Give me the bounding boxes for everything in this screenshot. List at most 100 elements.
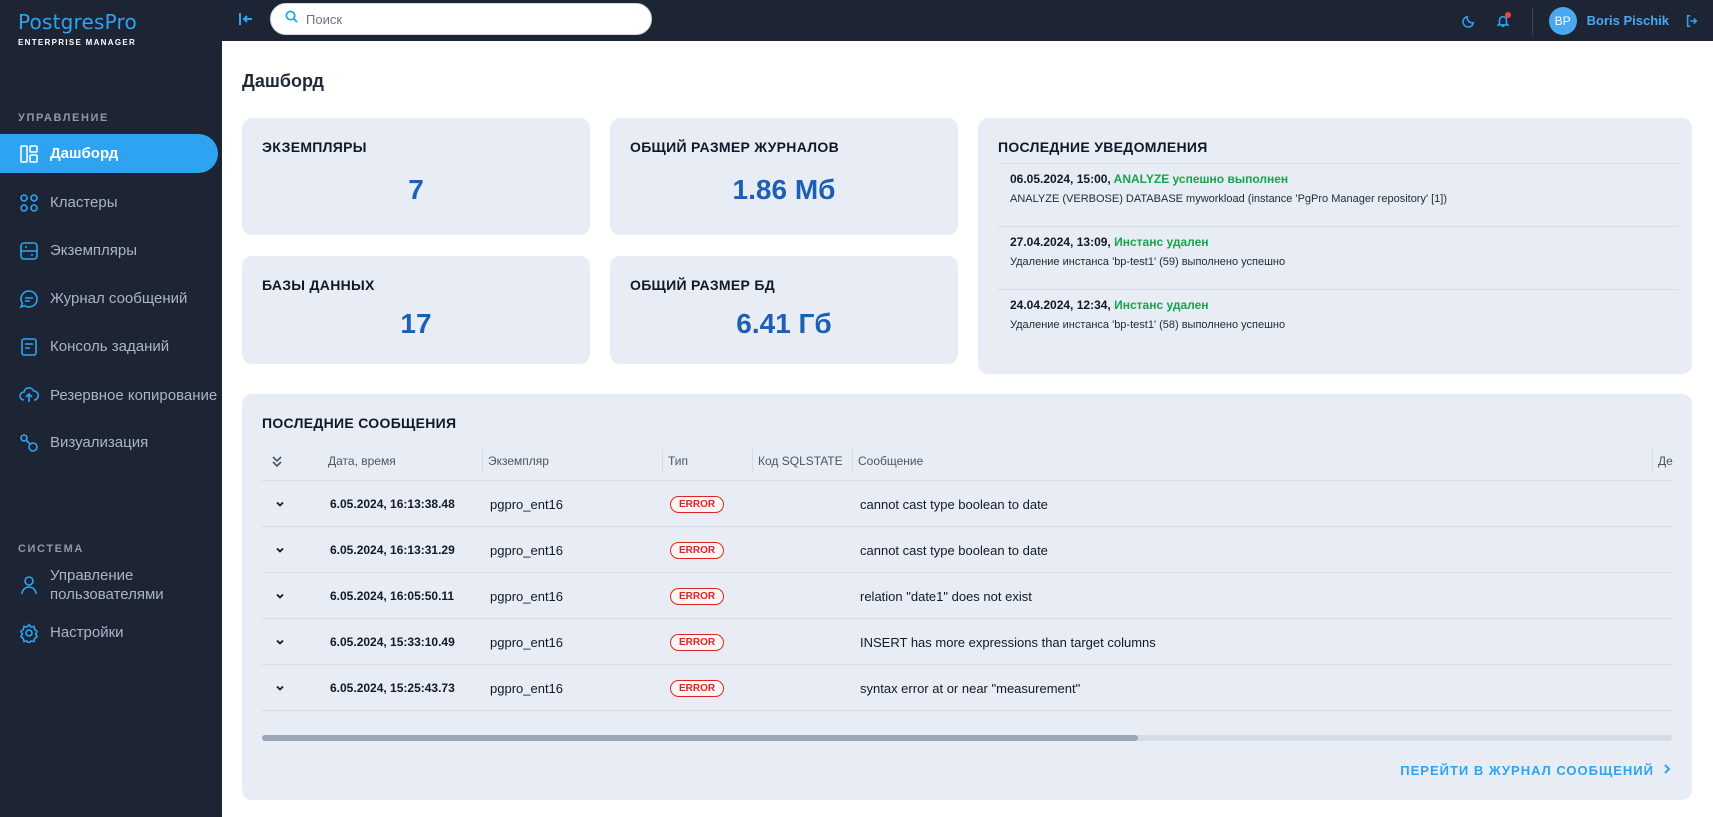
divider (1531, 6, 1533, 35)
username[interactable]: Boris Pischik (1586, 13, 1669, 28)
topbar: BP Boris Pischik (222, 0, 1713, 41)
column-divider[interactable] (752, 449, 753, 473)
column-header-sqlstate[interactable]: Код SQLSTATE (758, 454, 843, 468)
notification-item[interactable]: 06.05.2024, 15:00, ANALYZE успешно выпол… (998, 163, 1678, 226)
row-datetime: 6.05.2024, 16:13:31.29 (330, 543, 455, 557)
clusters-icon (18, 192, 40, 214)
row-datetime: 6.05.2024, 16:13:38.48 (330, 497, 455, 511)
status-badge: ERROR (670, 495, 725, 513)
logo[interactable]: PostgresPro ENTERPRISE MANAGER (18, 10, 137, 47)
expand-all-icon[interactable] (270, 441, 284, 481)
sidebar-item-label: Дашборд (50, 145, 119, 162)
horizontal-scrollbar[interactable] (262, 735, 1672, 741)
goto-message-log-link[interactable]: ПЕРЕЙТИ В ЖУРНАЛ СООБЩЕНИЙ (1400, 763, 1672, 778)
instances-icon (18, 240, 40, 262)
column-header-type[interactable]: Тип (668, 454, 689, 468)
stat-value: 17 (400, 308, 432, 339)
table-row[interactable]: 6.05.2024, 16:13:38.48 pgpro_ent16 ERROR… (262, 481, 1672, 527)
row-instance: pgpro_ent16 (490, 542, 564, 558)
notification-datetime: 06.05.2024, 15:00, (1010, 172, 1111, 186)
stat-card-db-size: ОБЩИЙ РАЗМЕР БД 6.41 Гб (610, 256, 958, 364)
sidebar-item-label: Управление пользователями (50, 567, 164, 603)
backup-icon (18, 384, 40, 406)
notifications-card: ПОСЛЕДНИЕ УВЕДОМЛЕНИЯ 06.05.2024, 15:00,… (978, 118, 1692, 374)
sidebar-item-dashboard[interactable]: Дашборд (0, 134, 218, 173)
row-datetime: 6.05.2024, 15:25:43.73 (330, 681, 455, 695)
dashboard-icon (18, 143, 40, 165)
row-instance: pgpro_ent16 (490, 496, 564, 512)
column-divider[interactable] (1652, 449, 1653, 473)
chevron-down-icon[interactable] (274, 665, 286, 711)
notification-dot (1504, 11, 1511, 18)
table-header: Дата, время Экземпляр Тип Код SQLSTATE С… (262, 441, 1673, 481)
stat-card-instances: ЭКЗЕМПЛЯРЫ 7 (242, 118, 590, 235)
notification-status: Инстанс удален (1114, 235, 1209, 249)
row-datetime: 6.05.2024, 16:05:50.11 (330, 589, 455, 603)
status-badge: ERROR (670, 633, 725, 651)
chevron-down-icon[interactable] (274, 573, 286, 619)
collapse-sidebar-icon[interactable] (238, 11, 258, 31)
sidebar-item-message-log[interactable]: Журнал сообщений (0, 279, 218, 318)
notification-text: ANALYZE (VERBOSE) DATABASE myworkload (i… (1010, 193, 1448, 205)
sidebar-item-instances[interactable]: Экземпляры (0, 231, 218, 270)
table-row[interactable]: 6.05.2024, 16:13:31.29 pgpro_ent16 ERROR… (262, 527, 1672, 573)
chevron-right-icon (1662, 763, 1672, 778)
stat-title: ЭКЗЕМПЛЯРЫ (262, 139, 367, 155)
notification-item[interactable]: 24.04.2024, 12:34, Инстанс удален Удален… (998, 289, 1678, 352)
sidebar-item-user-management[interactable]: Управление пользователями (0, 564, 218, 606)
sidebar-item-label: Визуализация (50, 434, 149, 451)
sidebar-item-task-console[interactable]: Консоль заданий (0, 327, 218, 366)
message-log-icon (18, 288, 40, 310)
sidebar: PostgresPro ENTERPRISE MANAGER УПРАВЛЕНИ… (0, 0, 222, 817)
notifications-list: 06.05.2024, 15:00, ANALYZE успешно выпол… (998, 163, 1678, 352)
row-message: cannot cast type boolean to date (860, 496, 1048, 512)
column-divider[interactable] (852, 449, 853, 473)
stat-value: 6.41 Гб (736, 308, 832, 339)
stat-value: 1.86 Мб (732, 174, 836, 205)
messages-card: ПОСЛЕДНИЕ СООБЩЕНИЯ Дата, время Экземпля… (242, 394, 1692, 800)
status-badge: ERROR (670, 679, 725, 697)
section-title-system: СИСТЕМА (18, 543, 84, 555)
column-header-message[interactable]: Сообщение (858, 454, 924, 468)
chevron-down-icon[interactable] (274, 481, 286, 527)
search-input[interactable] (306, 11, 626, 27)
stat-title: БАЗЫ ДАННЫХ (262, 277, 375, 293)
avatar[interactable]: BP (1548, 6, 1577, 35)
column-divider[interactable] (482, 449, 483, 473)
user-icon (18, 574, 40, 596)
search-icon (285, 10, 298, 28)
table-row[interactable]: 6.05.2024, 15:33:10.49 pgpro_ent16 ERROR… (262, 619, 1672, 665)
sidebar-item-label: Журнал сообщений (50, 290, 188, 307)
scrollbar-thumb[interactable] (262, 735, 1138, 741)
column-header-details[interactable]: Де (1658, 454, 1673, 468)
bell-icon[interactable] (1492, 10, 1514, 32)
row-message: cannot cast type boolean to date (860, 542, 1048, 558)
sidebar-item-backup[interactable]: Резервное копирование (0, 375, 218, 415)
goto-link-label: ПЕРЕЙТИ В ЖУРНАЛ СООБЩЕНИЙ (1400, 763, 1654, 778)
sidebar-item-label: Резервное копирование (50, 386, 218, 404)
notification-datetime: 24.04.2024, 12:34, (1010, 298, 1111, 312)
row-message: syntax error at or near "measurement" (860, 680, 1081, 696)
row-instance: pgpro_ent16 (490, 588, 564, 604)
sidebar-item-clusters[interactable]: Кластеры (0, 183, 218, 222)
sidebar-item-settings[interactable]: Настройки (0, 613, 218, 652)
notifications-title: ПОСЛЕДНИЕ УВЕДОМЛЕНИЯ (998, 139, 1208, 155)
sidebar-item-visualization[interactable]: Визуализация (0, 423, 218, 462)
topbar-right: BP Boris Pischik (1458, 0, 1713, 41)
table-row[interactable]: 6.05.2024, 16:05:50.11 pgpro_ent16 ERROR… (262, 573, 1672, 619)
search-box[interactable] (270, 3, 652, 35)
table-row[interactable]: 6.05.2024, 15:25:43.73 pgpro_ent16 ERROR… (262, 665, 1672, 711)
status-badge: ERROR (670, 587, 725, 605)
moon-icon[interactable] (1458, 10, 1480, 32)
notification-datetime: 27.04.2024, 13:09, (1010, 235, 1111, 249)
logout-icon[interactable] (1681, 10, 1703, 32)
chevron-down-icon[interactable] (274, 619, 286, 665)
column-header-datetime[interactable]: Дата, время (328, 454, 396, 468)
column-divider[interactable] (662, 449, 663, 473)
column-header-instance[interactable]: Экземпляр (488, 454, 549, 468)
gear-icon (18, 622, 40, 644)
row-message: relation "date1" does not exist (860, 588, 1032, 604)
row-datetime: 6.05.2024, 15:33:10.49 (330, 635, 455, 649)
chevron-down-icon[interactable] (274, 527, 286, 573)
notification-item[interactable]: 27.04.2024, 13:09, Инстанс удален Удален… (998, 226, 1678, 289)
